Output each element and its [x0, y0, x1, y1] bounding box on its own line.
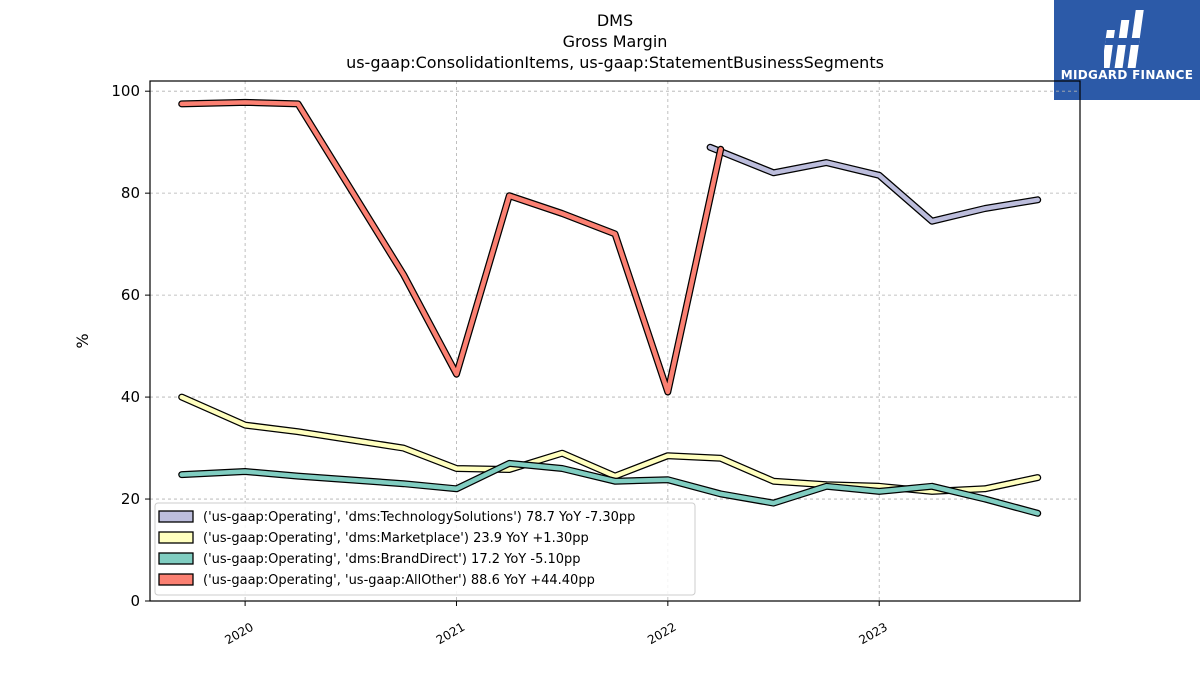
y-tick-label: 40: [121, 388, 140, 406]
legend-swatch: [158, 573, 194, 586]
chart-title: DMS: [596, 11, 634, 30]
x-tick-label: 2020: [222, 620, 255, 647]
legend-swatch: [158, 552, 194, 565]
x-tick-label: 2022: [645, 620, 678, 647]
midgard-logo-icon: [1104, 10, 1144, 68]
legend-entry-label: ('us-gaap:Operating', 'us-gaap:AllOther'…: [203, 573, 595, 588]
y-tick-label: 60: [121, 286, 140, 304]
series-line: [179, 461, 1040, 516]
series-lines: [178, 98, 1042, 517]
legend-swatch: [158, 531, 194, 544]
legend-entry-label: ('us-gaap:Operating', 'dms:BrandDirect')…: [203, 552, 581, 567]
legend-entry-label: ('us-gaap:Operating', 'dms:Marketplace')…: [203, 531, 589, 546]
y-tick-label: 80: [121, 184, 140, 202]
legend-entry-label: ('us-gaap:Operating', 'dms:TechnologySol…: [203, 510, 635, 525]
y-axis-label: %: [73, 333, 92, 348]
plot-frame: [149, 80, 1081, 602]
logo-text: MIDGARD FINANCE: [1060, 68, 1194, 82]
series-line-outline: [178, 98, 725, 396]
midgard-finance-logo: MIDGARD FINANCE: [1054, 0, 1200, 100]
x-tick-label: 2023: [856, 620, 889, 647]
series-line: [179, 100, 723, 395]
legend-box: [154, 502, 696, 596]
y-tick-label: 20: [121, 490, 140, 508]
legend: ('us-gaap:Operating', 'dms:TechnologySol…: [154, 502, 696, 596]
y-tick-label: 0: [130, 592, 140, 610]
y-tick-label: 100: [111, 82, 140, 100]
x-tick-label: 2021: [434, 620, 467, 647]
chart-title-block: DMS Gross Margin us-gaap:ConsolidationIt…: [150, 10, 1080, 73]
series-line: [707, 145, 1040, 224]
chart-subtitle-secondary: us-gaap:ConsolidationItems, us-gaap:Stat…: [346, 53, 884, 72]
chart-subtitle: Gross Margin: [562, 32, 668, 51]
legend-swatch: [158, 510, 194, 523]
axis-ticks: 0 20 40 60 80 100 2020 2021 2022 2023: [111, 82, 890, 647]
